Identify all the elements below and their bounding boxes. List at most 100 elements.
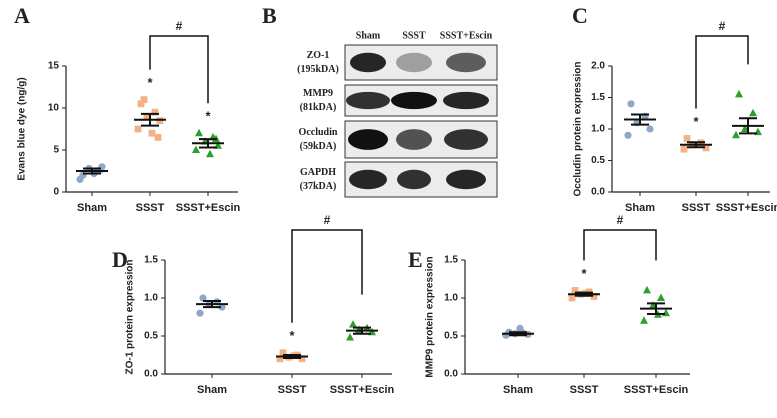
x-tick-label: Sham [197,384,227,396]
dot [199,294,207,302]
dot [646,125,654,133]
dot [276,355,284,363]
x-tick-label: Sham [77,202,107,214]
bracket-label: # [324,213,331,227]
panel-label: A [14,3,30,28]
dot [218,303,226,311]
dot [516,324,524,332]
error-bar [631,113,649,126]
dot [590,293,598,300]
bracket-label: # [176,19,183,33]
dot [624,131,632,139]
bracket [149,35,209,104]
x-tick-label: SSST+Escin [624,384,689,396]
blot-band [391,91,437,110]
dot [643,285,651,294]
error-bar [203,300,221,309]
dot [196,309,204,317]
bracket-label: # [617,213,624,227]
blot-band [396,129,432,150]
y-axis-label: MMP9 protein expression [425,256,436,377]
dot [702,144,710,152]
y-tick-label: 1.0 [444,293,458,304]
lane-label: Sham [356,30,381,41]
annotation: * [147,75,153,90]
blot-row-label: Occludin [299,127,338,138]
bracket [583,229,657,261]
bracket-label: # [719,19,726,33]
y-tick-label: 5 [53,145,59,156]
annotation: * [693,114,699,129]
blot-band [396,52,432,73]
dot [76,175,84,183]
dot [279,349,287,357]
error-bar [83,167,101,175]
error-bar [647,302,665,315]
dot [206,149,214,158]
error-bar [283,354,301,360]
lane-label: SSST+Escin [440,30,493,41]
y-tick-label: 10 [48,103,60,114]
panel-label: D [112,247,128,272]
panel-label: E [408,247,423,272]
dot [192,145,200,153]
y-axis-label: ZO-1 protein expression [125,259,136,374]
x-tick-label: SSST+Escin [176,202,241,214]
dot [148,129,156,137]
blot-row-label: ZO-1 [307,50,330,61]
y-tick-label: 1.5 [444,255,458,266]
y-axis-label: Occludin protein expression [573,61,584,196]
dot [151,108,159,116]
blot-band [443,91,489,110]
blot-band [348,129,388,150]
panel-label: B [262,3,277,28]
error-bar [199,138,217,149]
y-tick-label: 0.0 [591,187,605,198]
dot [571,287,579,294]
dot [195,128,203,137]
annotation: * [289,328,295,343]
x-tick-label: Sham [503,384,533,396]
dot [143,113,151,120]
blot-band [446,169,486,190]
x-tick-label: SSST [570,384,599,396]
y-tick-label: 1.5 [591,92,605,103]
blot-band [446,52,486,73]
dot [732,130,740,139]
dot [134,125,142,133]
y-tick-label: 1.5 [144,255,158,266]
dot [680,145,688,153]
y-tick-label: 0.5 [144,331,158,342]
dot [662,308,670,317]
dot [346,333,354,341]
dot [683,135,691,142]
error-bar [509,331,527,337]
x-tick-label: Sham [625,202,655,214]
y-tick-label: 2.0 [591,61,605,72]
error-bar [141,112,159,127]
blot-band [397,169,431,190]
dot [298,355,306,363]
dot [154,134,162,141]
blot-row-label: GAPDH [300,167,336,178]
dot [627,100,635,108]
blot-row-label: MMP9 [303,88,333,99]
panel-label: C [572,3,588,28]
blot-band [346,91,390,110]
dot [140,96,148,103]
blot-row-weight: (59kDA) [300,141,337,152]
y-axis-label: Evans blue dye (ng/g) [17,77,28,180]
y-tick-label: 1.0 [144,293,158,304]
dot [349,320,357,328]
y-tick-label: 0.0 [444,369,458,380]
bracket [695,35,749,109]
y-tick-label: 0.5 [591,155,605,166]
blot-band [350,52,386,73]
dot [568,294,576,302]
dot [749,108,757,117]
error-bar [575,291,593,297]
dot [640,316,648,324]
dot [137,100,145,108]
bracket [291,229,363,323]
